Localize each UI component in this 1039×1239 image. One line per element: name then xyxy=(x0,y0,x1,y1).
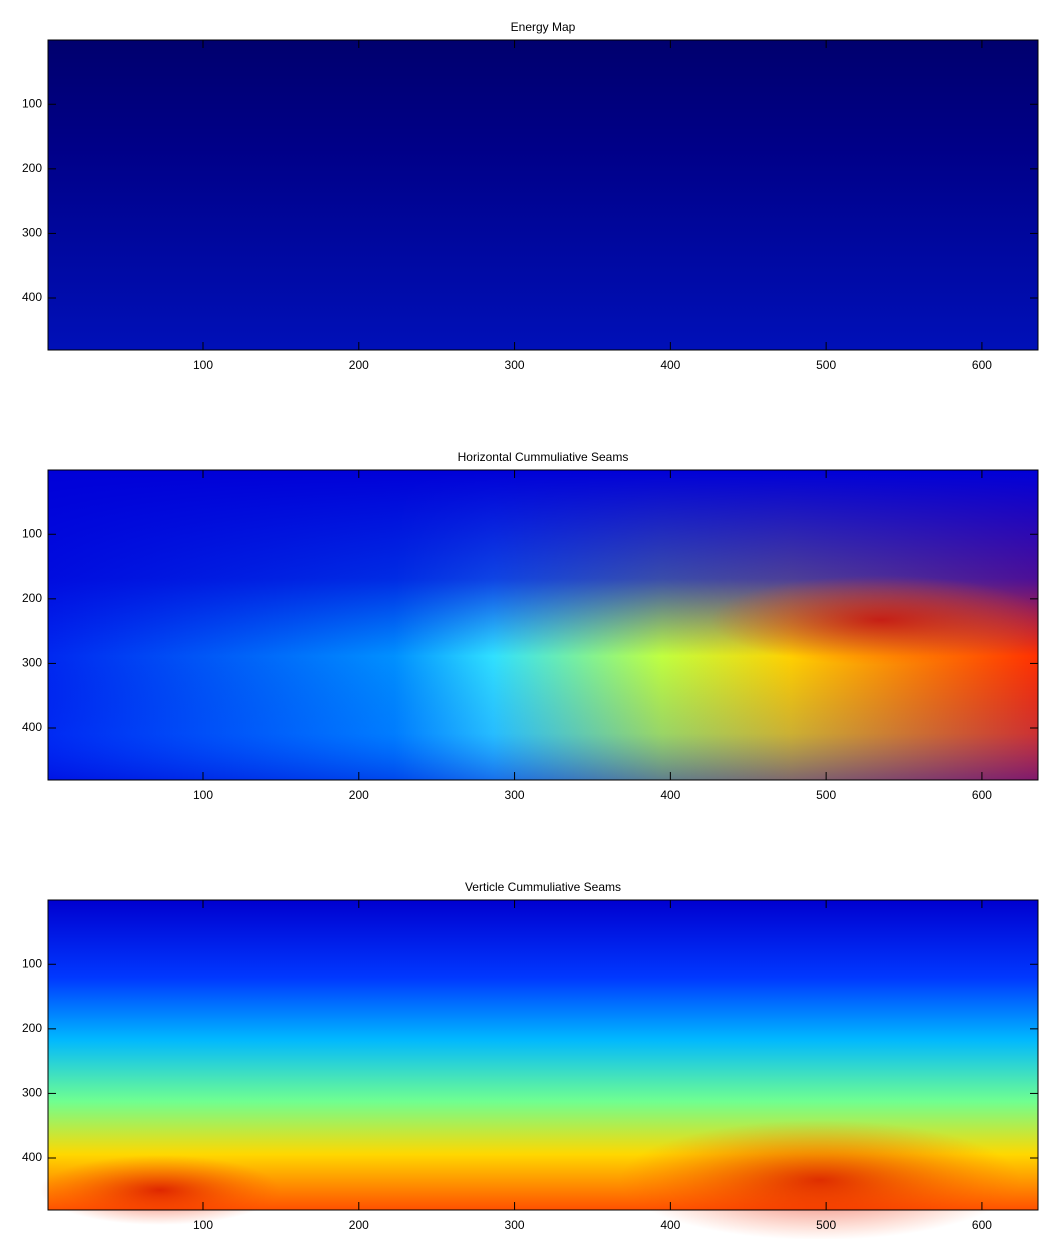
y-tick-label: 100 xyxy=(22,956,42,970)
x-tick-label: 300 xyxy=(505,788,525,802)
chart-title: Energy Map xyxy=(511,20,576,34)
y-tick-label: 300 xyxy=(22,1086,42,1100)
y-tick-label: 400 xyxy=(22,1150,42,1164)
x-tick-label: 100 xyxy=(193,788,213,802)
x-tick-label: 300 xyxy=(505,358,525,372)
x-tick-label: 100 xyxy=(193,1218,213,1232)
image-shade xyxy=(40,1155,280,1225)
y-tick-label: 200 xyxy=(22,1021,42,1035)
y-tick-label: 100 xyxy=(22,526,42,540)
y-tick-label: 200 xyxy=(22,161,42,175)
x-tick-label: 300 xyxy=(505,1218,525,1232)
figure: Energy Map 100 200 300 400 500 600 100 200 300 400… xyxy=(0,0,1039,1239)
y-tick-label: 300 xyxy=(22,226,42,240)
chart-title: Horizontal Cummuliative Seams xyxy=(458,450,629,464)
x-tick-label: 500 xyxy=(816,788,836,802)
y-tick-label: 200 xyxy=(22,591,42,605)
x-tick-label: 400 xyxy=(660,788,680,802)
y-tick-label: 400 xyxy=(22,290,42,304)
x-tick-label: 400 xyxy=(660,1218,680,1232)
y-tick-label: 300 xyxy=(22,656,42,670)
y-tick-label: 400 xyxy=(22,720,42,734)
x-tick-label: 600 xyxy=(972,358,992,372)
image-shade xyxy=(710,575,1039,665)
image xyxy=(48,40,1038,350)
x-tick-label: 200 xyxy=(349,1218,369,1232)
x-tick-label: 100 xyxy=(193,358,213,372)
x-tick-label: 400 xyxy=(660,358,680,372)
x-tick-label: 500 xyxy=(816,358,836,372)
x-tick-label: 600 xyxy=(972,1218,992,1232)
chart-title: Verticle Cummuliative Seams xyxy=(465,880,621,894)
x-tick-label: 200 xyxy=(349,358,369,372)
x-tick-label: 200 xyxy=(349,788,369,802)
x-tick-label: 500 xyxy=(816,1218,836,1232)
x-tick-label: 600 xyxy=(972,788,992,802)
y-tick-label: 100 xyxy=(22,96,42,110)
